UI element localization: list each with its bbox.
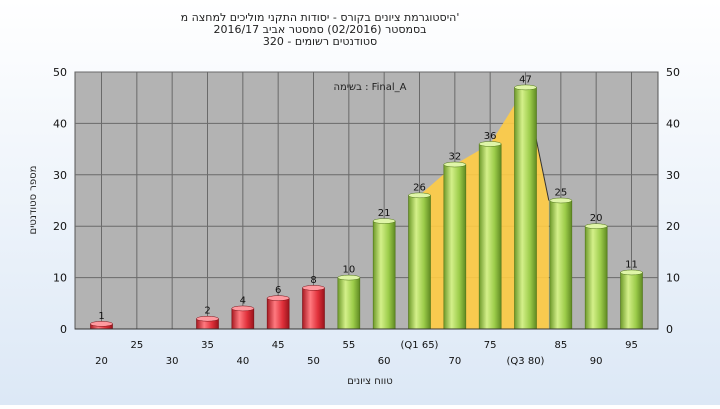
y-tick-label-left: 30 — [53, 169, 67, 182]
bar-pass — [549, 200, 573, 330]
y-tick-label-right: 0 — [666, 323, 673, 336]
x-tick-label: 75 — [484, 340, 497, 351]
x-tick-label: 30 — [166, 356, 179, 367]
x-tick-label: 55 — [342, 340, 355, 351]
x-axis-label: טווח ציונים — [347, 376, 392, 387]
value-label: 32 — [448, 152, 461, 163]
bar-cap — [408, 192, 431, 199]
value-label: 47 — [519, 74, 532, 85]
bar-fail — [266, 297, 290, 330]
bar-cap — [196, 315, 219, 322]
value-label: 20 — [590, 213, 603, 224]
x-tick-label: 85 — [554, 340, 567, 351]
bars — [90, 84, 643, 330]
bar-pass — [443, 164, 467, 330]
y-tick-label-right: 50 — [666, 66, 680, 79]
x-tick-label: 25 — [130, 340, 143, 351]
bar-pass — [337, 277, 361, 330]
bar-cap — [549, 197, 573, 204]
value-label: 25 — [554, 188, 567, 199]
value-label: 36 — [484, 131, 497, 142]
bar-pass — [478, 143, 502, 330]
x-tick-label: 70 — [448, 356, 461, 367]
y-tick-label-right: 10 — [666, 272, 680, 285]
x-tick-label: 20 — [95, 356, 108, 367]
y-tick-label-left: 10 — [53, 272, 67, 285]
bar-pass — [620, 272, 643, 330]
bar-cap — [584, 223, 608, 229]
value-label: 10 — [342, 265, 355, 276]
value-label: 1 — [98, 311, 104, 322]
x-tick-label: 50 — [307, 356, 320, 367]
chart-annotation: בשימה : Final_A — [333, 82, 406, 93]
y-tick-label-left: 20 — [53, 220, 67, 233]
x-tick-label: (Q1 65) — [401, 340, 439, 351]
bar-pass — [408, 195, 431, 330]
bar-cap — [514, 84, 537, 91]
bar-pass — [584, 225, 608, 330]
y-tick-label-right: 40 — [666, 117, 680, 130]
bar-pass — [514, 87, 537, 330]
bar-cap — [478, 141, 502, 147]
value-label: 6 — [275, 285, 281, 296]
bar-cap — [620, 269, 643, 276]
axes: 0 0 10 10 20 20 30 30 40 40 50 50 20 25 30 35 40 45 50 55 60… — [53, 66, 680, 367]
y-tick-label-left: 0 — [60, 323, 67, 336]
x-tick-label: (Q3 80) — [507, 356, 545, 367]
bar-cap — [443, 161, 467, 168]
value-label: 4 — [240, 295, 246, 306]
x-tick-label: 95 — [625, 340, 638, 351]
bar-cap — [372, 218, 396, 224]
bar-cap — [302, 285, 325, 291]
x-tick-label: 45 — [272, 340, 285, 351]
bar-cap — [90, 321, 113, 327]
value-label: 11 — [625, 259, 638, 270]
x-tick-label: 60 — [378, 356, 391, 367]
value-label: 8 — [310, 275, 316, 286]
x-tick-label: 35 — [201, 340, 214, 351]
y-tick-label-left: 40 — [53, 117, 67, 130]
value-label: 26 — [413, 182, 426, 193]
y-tick-label-left: 50 — [53, 66, 67, 79]
chart-title: היסטוגרמת ציונים בקורס - יסודות התקני מו… — [181, 11, 460, 48]
value-labels: 1 2 4 6 8 10 21 26 32 36 47 25 20 11 — [98, 74, 638, 321]
x-tick-label: 40 — [236, 356, 249, 367]
bar-cap — [266, 295, 290, 301]
bar-pass — [372, 220, 396, 330]
x-tick-label: 90 — [590, 356, 603, 367]
chart-title-line: 320 - סטודנטים רשומים — [263, 35, 377, 48]
value-label: 2 — [204, 306, 210, 317]
bar-cap — [231, 305, 255, 312]
bar-fail — [302, 287, 325, 330]
value-label: 21 — [378, 208, 391, 219]
chart-title-line: היסטוגרמת ציונים בקורס - יסודות התקני מו… — [181, 11, 460, 24]
bar-fail — [231, 308, 255, 330]
y-tick-label-right: 20 — [666, 220, 680, 233]
bar-cap — [337, 274, 361, 281]
chart-title-line: בסמסטר (02/2016) סמסטר אביב 2016/17 — [213, 23, 426, 36]
y-tick-label-right: 30 — [666, 169, 680, 182]
y-axis-label: מספר סטודנטים — [28, 166, 39, 235]
